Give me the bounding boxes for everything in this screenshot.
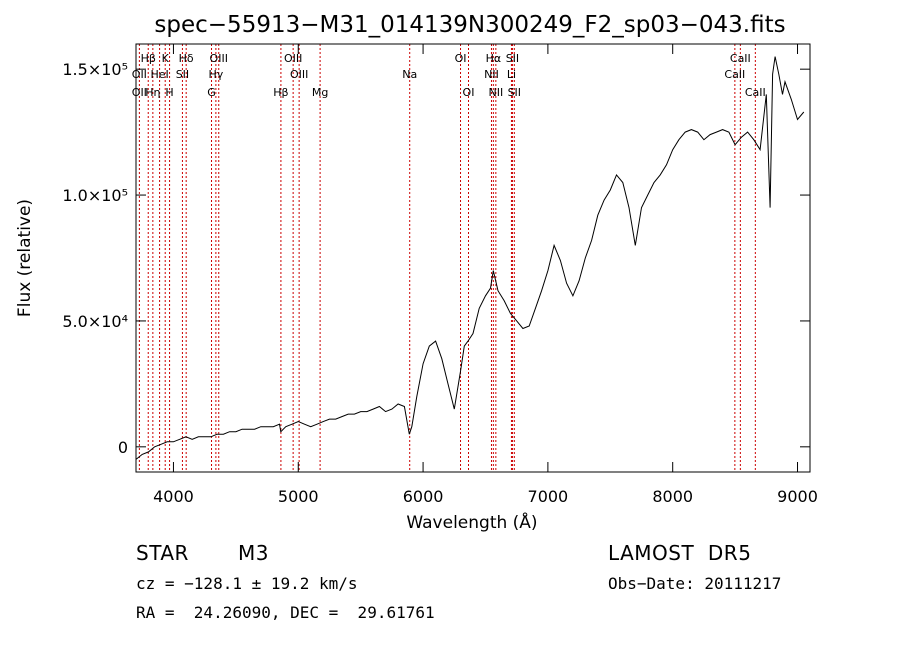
marker-label: H xyxy=(165,86,173,99)
y-tick-label: 1.5×10⁵ xyxy=(62,60,128,79)
marker-label: Hδ xyxy=(179,52,194,65)
x-axis-ticks: 4000 5000 6000 7000 8000 9000 xyxy=(153,44,818,506)
x-axis-label: Wavelength (Å) xyxy=(406,511,537,533)
observation-date: Obs−Date: 20111217 xyxy=(608,574,782,593)
plot-frame xyxy=(135,43,811,473)
y-tick-label: 5.0×10⁴ xyxy=(62,312,128,331)
marker-label: G xyxy=(207,86,216,99)
emission-line-labels: Hβ K Hδ OIII OIII OI Hα SII CaII OII HeI SII Hγ OIII N… xyxy=(132,52,766,99)
redshift-velocity: cz = −128.1 ± 19.2 km/s xyxy=(136,574,358,593)
marker-label: OIII xyxy=(210,52,228,65)
emission-line-markers xyxy=(138,44,756,472)
marker-label: OII xyxy=(132,68,147,81)
y-axis-label: Flux (relative) xyxy=(15,199,35,317)
marker-label: SII xyxy=(508,86,521,99)
marker-label: HeI xyxy=(150,68,168,81)
x-tick-label: 5000 xyxy=(278,487,319,506)
marker-label: NII xyxy=(488,86,503,99)
survey-name: LAMOST DR5 xyxy=(608,541,752,565)
x-tick-label: 9000 xyxy=(777,487,818,506)
marker-label: CaII xyxy=(724,68,745,81)
marker-label: Hγ xyxy=(208,68,223,81)
y-tick-label: 1.0×10⁵ xyxy=(62,186,128,205)
x-tick-label: 8000 xyxy=(652,487,693,506)
marker-label: Hα xyxy=(486,52,502,65)
marker-label: Hη xyxy=(145,86,160,99)
y-tick-label: 0 xyxy=(118,438,128,457)
marker-label: Li xyxy=(507,68,516,81)
coordinates: RA = 24.26090, DEC = 29.61761 xyxy=(136,603,435,622)
x-tick-label: 6000 xyxy=(403,487,444,506)
marker-label: CaII xyxy=(745,86,766,99)
marker-label: NII xyxy=(484,68,499,81)
marker-label: OIII xyxy=(290,68,308,81)
marker-label: SII xyxy=(176,68,189,81)
x-tick-label: 7000 xyxy=(528,487,569,506)
object-subclass: M3 xyxy=(238,541,269,565)
marker-label: OI xyxy=(463,86,475,99)
marker-label: OI xyxy=(455,52,467,65)
marker-label: Hβ xyxy=(141,52,156,65)
chart-title: spec−55913−M31_014139N300249_F2_sp03−043… xyxy=(154,12,785,38)
marker-label: Na xyxy=(402,68,417,81)
marker-label: Hβ xyxy=(273,86,288,99)
marker-label: CaII xyxy=(730,52,751,65)
x-tick-label: 4000 xyxy=(153,487,194,506)
marker-label: SII xyxy=(506,52,519,65)
object-class: STAR xyxy=(136,541,189,565)
marker-label: K xyxy=(162,52,170,65)
y-axis-ticks: 0 5.0×10⁴ 1.0×10⁵ 1.5×10⁵ xyxy=(62,60,810,457)
spectrum-line xyxy=(135,56,805,460)
marker-label: Mg xyxy=(312,86,328,99)
marker-label: OIII xyxy=(284,52,302,65)
